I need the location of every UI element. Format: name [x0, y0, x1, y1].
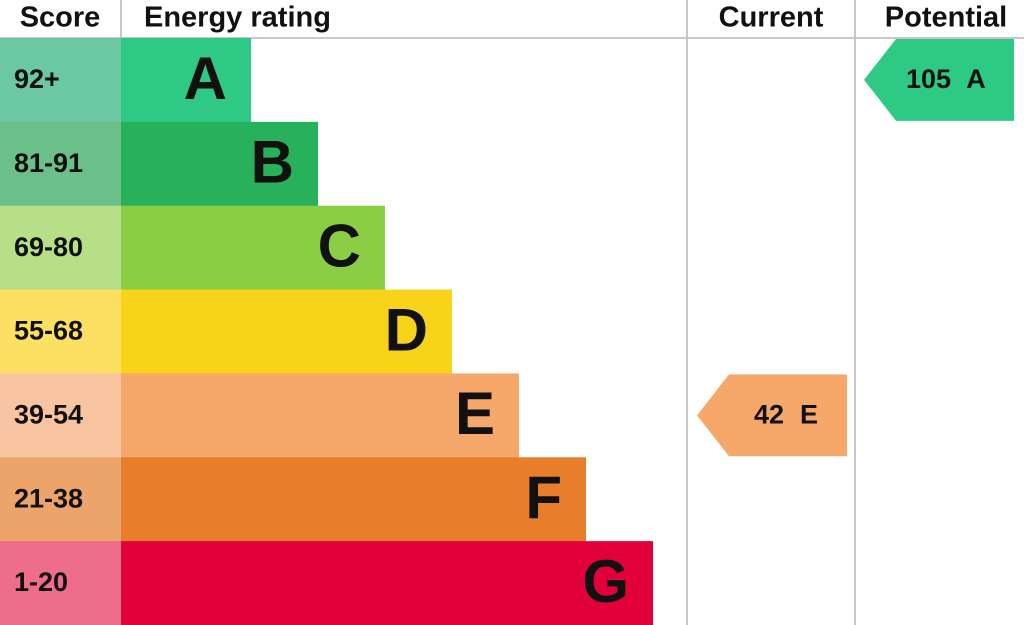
- rating-bar: [121, 373, 519, 458]
- score-cell: [0, 121, 121, 207]
- score-cell: [0, 541, 121, 625]
- rating-bar: [121, 38, 251, 123]
- score-label: 55-68: [14, 316, 83, 346]
- potential-letter: A: [966, 64, 986, 94]
- rating-bar: [121, 457, 586, 542]
- header-rating: Energy rating: [144, 2, 331, 34]
- band-letter: F: [525, 464, 562, 531]
- score-label: 39-54: [14, 399, 83, 429]
- header-score: Score: [20, 2, 101, 34]
- potential-arrow: [864, 39, 1014, 121]
- score-label: 21-38: [14, 483, 83, 513]
- rating-bar: [121, 289, 452, 374]
- score-cell: [0, 373, 121, 458]
- score-cell: [0, 38, 121, 123]
- band-letter: A: [184, 45, 227, 112]
- score-cell: [0, 205, 121, 291]
- band-letter: D: [385, 296, 428, 363]
- score-label: 81-91: [14, 148, 83, 178]
- score-label: 92+: [14, 64, 60, 94]
- header-current: Current: [719, 2, 824, 34]
- current-letter: E: [800, 399, 818, 429]
- score-label: 69-80: [14, 232, 83, 262]
- header-potential: Potential: [885, 2, 1007, 34]
- current-value: 42: [754, 399, 784, 429]
- band-letter: B: [251, 129, 294, 196]
- rating-bar: [121, 541, 653, 625]
- rating-bar: [121, 121, 318, 207]
- score-label: 1-20: [14, 567, 68, 597]
- potential-value: 105: [906, 64, 951, 94]
- band-letter: E: [455, 380, 495, 447]
- rating-bar: [121, 205, 385, 291]
- band-letter: C: [318, 212, 361, 279]
- band-letter: G: [582, 548, 629, 615]
- score-cell: [0, 289, 121, 374]
- score-cell: [0, 457, 121, 542]
- current-arrow: [697, 374, 847, 457]
